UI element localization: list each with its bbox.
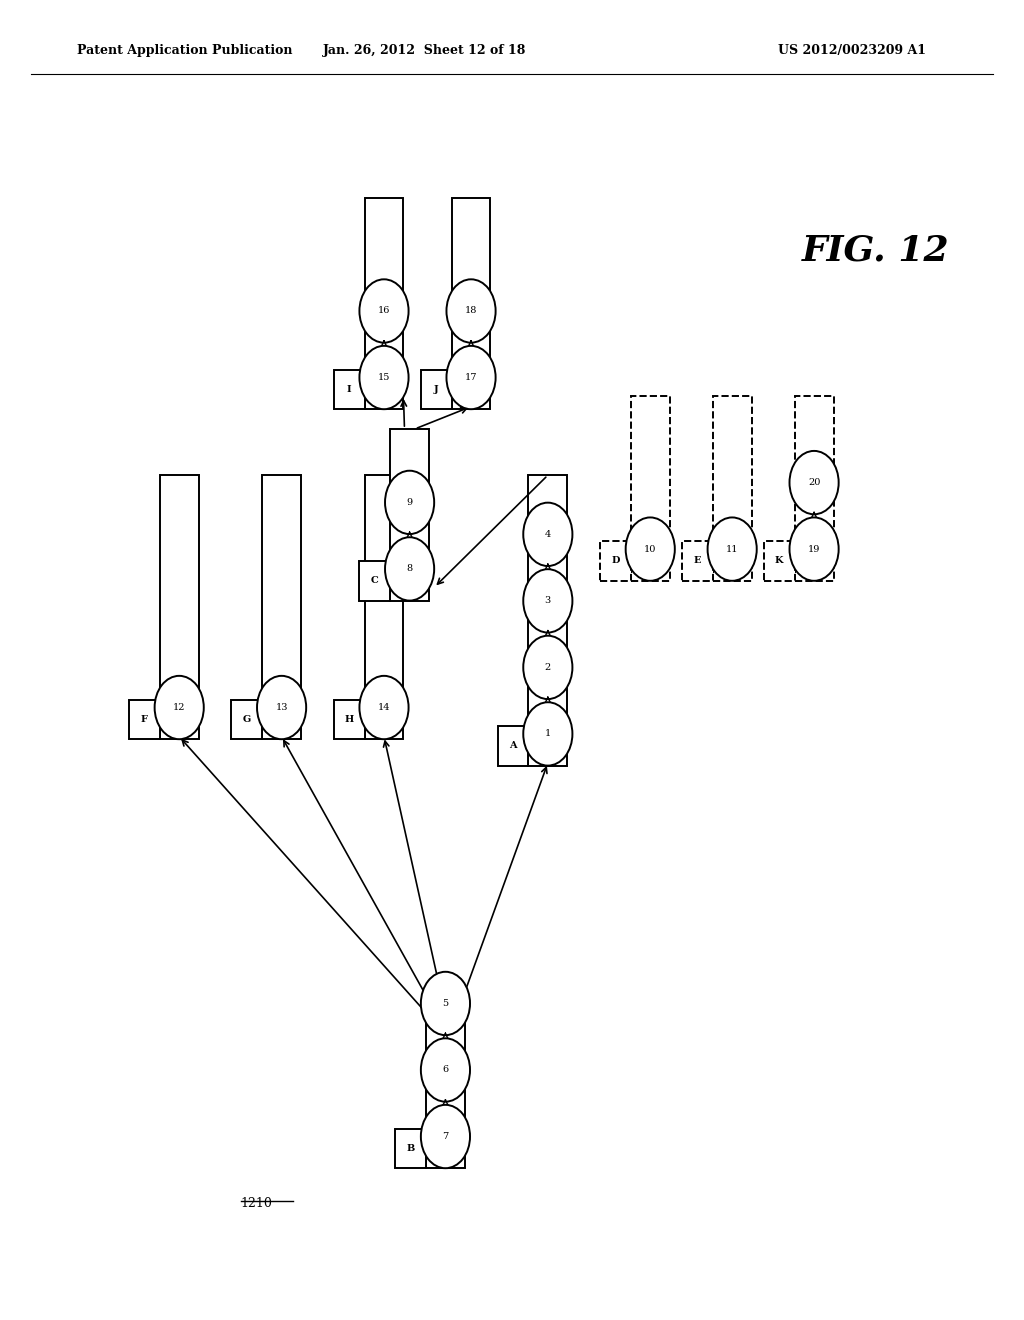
Bar (129, 700, 160, 739)
Circle shape (359, 280, 409, 343)
Circle shape (385, 471, 434, 535)
Circle shape (790, 451, 839, 515)
Text: 20: 20 (808, 478, 820, 487)
Circle shape (790, 517, 839, 581)
Bar (713, 396, 752, 581)
Bar (631, 396, 670, 581)
Text: 12: 12 (173, 704, 185, 711)
Circle shape (626, 517, 675, 581)
Bar (160, 475, 199, 739)
Bar (682, 541, 713, 581)
Bar (390, 429, 429, 601)
Text: 15: 15 (378, 374, 390, 381)
Text: 14: 14 (378, 704, 390, 711)
Text: C: C (371, 577, 379, 585)
Circle shape (523, 569, 572, 632)
Bar (334, 700, 365, 739)
Text: G: G (243, 715, 251, 723)
Bar (528, 475, 567, 766)
Text: 19: 19 (808, 545, 820, 553)
Circle shape (385, 537, 434, 601)
Text: 8: 8 (407, 565, 413, 573)
Text: 9: 9 (407, 498, 413, 507)
Text: 5: 5 (442, 999, 449, 1008)
Bar (262, 475, 301, 739)
Bar (334, 370, 365, 409)
Text: 2: 2 (545, 663, 551, 672)
Text: E: E (693, 557, 701, 565)
Text: 16: 16 (378, 306, 390, 315)
Bar (359, 561, 390, 601)
Bar (795, 396, 834, 581)
Text: FIG. 12: FIG. 12 (802, 234, 949, 268)
Text: D: D (611, 557, 620, 565)
Circle shape (359, 676, 409, 739)
Circle shape (523, 503, 572, 566)
Text: 7: 7 (442, 1133, 449, 1140)
Circle shape (421, 972, 470, 1035)
Text: I: I (347, 385, 351, 393)
Bar (498, 726, 528, 766)
Text: 3: 3 (545, 597, 551, 606)
Circle shape (446, 280, 496, 343)
Circle shape (421, 1039, 470, 1102)
Text: Patent Application Publication: Patent Application Publication (77, 44, 292, 57)
Text: 17: 17 (465, 374, 477, 381)
Circle shape (421, 1105, 470, 1168)
Bar (764, 541, 795, 581)
Text: F: F (141, 715, 147, 723)
Text: 6: 6 (442, 1065, 449, 1074)
Bar (395, 1129, 426, 1168)
Text: H: H (344, 715, 354, 723)
Circle shape (446, 346, 496, 409)
Circle shape (708, 517, 757, 581)
Circle shape (155, 676, 204, 739)
Text: 1210: 1210 (241, 1197, 272, 1210)
Circle shape (523, 702, 572, 766)
Bar (426, 1023, 465, 1168)
Circle shape (359, 346, 409, 409)
Text: 18: 18 (465, 306, 477, 315)
Bar (452, 198, 490, 409)
Text: US 2012/0023209 A1: US 2012/0023209 A1 (778, 44, 927, 57)
Text: A: A (509, 742, 517, 750)
Circle shape (257, 676, 306, 739)
Text: K: K (775, 557, 783, 565)
Bar (421, 370, 452, 409)
Text: 11: 11 (726, 545, 738, 553)
Text: Jan. 26, 2012  Sheet 12 of 18: Jan. 26, 2012 Sheet 12 of 18 (324, 44, 526, 57)
Bar (365, 475, 403, 739)
Text: 1: 1 (545, 730, 551, 738)
Text: 4: 4 (545, 529, 551, 539)
Text: J: J (434, 385, 438, 393)
Circle shape (523, 636, 572, 700)
Bar (600, 541, 631, 581)
Text: 10: 10 (644, 545, 656, 553)
Text: B: B (407, 1144, 415, 1152)
Bar (231, 700, 262, 739)
Bar (365, 198, 403, 409)
Text: 13: 13 (275, 704, 288, 711)
